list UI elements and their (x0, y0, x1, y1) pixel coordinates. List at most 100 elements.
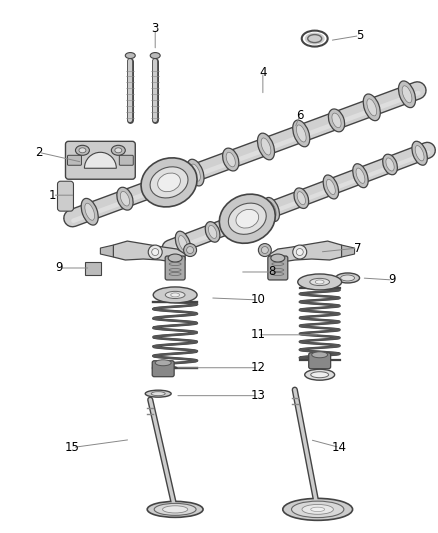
Ellipse shape (296, 248, 303, 255)
Ellipse shape (141, 158, 197, 207)
Ellipse shape (228, 203, 266, 235)
Ellipse shape (353, 164, 368, 188)
Text: 6: 6 (296, 109, 304, 122)
Ellipse shape (363, 94, 380, 120)
Ellipse shape (367, 99, 377, 116)
Ellipse shape (315, 280, 324, 284)
Ellipse shape (305, 369, 335, 380)
Ellipse shape (187, 247, 194, 254)
Ellipse shape (356, 168, 365, 183)
Ellipse shape (150, 53, 160, 59)
Ellipse shape (283, 498, 353, 520)
Polygon shape (100, 245, 113, 257)
Ellipse shape (154, 503, 196, 515)
Text: 7: 7 (354, 241, 361, 255)
Text: 13: 13 (251, 389, 265, 402)
Polygon shape (113, 241, 185, 262)
Ellipse shape (125, 53, 135, 59)
Ellipse shape (148, 245, 162, 259)
Ellipse shape (328, 109, 345, 132)
Ellipse shape (158, 173, 180, 192)
Ellipse shape (75, 146, 89, 155)
Ellipse shape (323, 175, 339, 199)
Ellipse shape (145, 390, 171, 397)
Ellipse shape (238, 213, 247, 228)
Ellipse shape (415, 146, 424, 161)
Ellipse shape (152, 248, 159, 255)
Ellipse shape (267, 202, 276, 217)
Ellipse shape (147, 502, 203, 518)
Ellipse shape (171, 293, 180, 297)
Ellipse shape (402, 86, 412, 103)
Text: 5: 5 (356, 29, 363, 42)
Text: 11: 11 (251, 328, 265, 341)
Ellipse shape (292, 501, 344, 518)
Text: 15: 15 (65, 441, 80, 454)
Ellipse shape (258, 133, 275, 160)
Ellipse shape (258, 244, 271, 256)
Ellipse shape (81, 198, 98, 225)
Ellipse shape (155, 177, 165, 194)
Ellipse shape (153, 287, 197, 303)
Ellipse shape (341, 275, 355, 281)
Text: 2: 2 (35, 146, 42, 159)
FancyBboxPatch shape (165, 256, 185, 280)
Ellipse shape (165, 292, 185, 298)
Ellipse shape (399, 81, 416, 108)
Text: 10: 10 (251, 293, 265, 306)
FancyBboxPatch shape (57, 181, 74, 211)
Text: 9: 9 (55, 262, 62, 274)
Ellipse shape (205, 222, 220, 242)
Ellipse shape (179, 236, 187, 251)
Ellipse shape (184, 244, 197, 256)
Ellipse shape (386, 158, 394, 171)
Ellipse shape (294, 188, 309, 208)
Ellipse shape (219, 194, 275, 243)
Ellipse shape (79, 148, 86, 153)
Ellipse shape (297, 192, 305, 205)
Ellipse shape (261, 138, 271, 155)
Ellipse shape (332, 113, 341, 128)
Ellipse shape (311, 507, 325, 512)
Ellipse shape (85, 203, 95, 220)
Text: 14: 14 (332, 441, 347, 454)
Ellipse shape (311, 372, 328, 378)
Bar (85, 262, 101, 275)
FancyBboxPatch shape (66, 141, 135, 179)
Ellipse shape (162, 506, 188, 513)
Ellipse shape (293, 120, 310, 147)
Ellipse shape (302, 504, 333, 514)
Ellipse shape (234, 209, 250, 233)
Wedge shape (85, 152, 117, 168)
Text: 9: 9 (389, 273, 396, 286)
Ellipse shape (236, 209, 259, 228)
Ellipse shape (326, 179, 336, 195)
Text: 3: 3 (152, 22, 159, 35)
Ellipse shape (305, 33, 325, 45)
Ellipse shape (226, 152, 235, 167)
Ellipse shape (111, 146, 125, 155)
Ellipse shape (117, 187, 133, 210)
Ellipse shape (271, 254, 285, 262)
Text: 12: 12 (251, 361, 265, 374)
Ellipse shape (310, 278, 329, 286)
Ellipse shape (155, 360, 171, 366)
Ellipse shape (223, 148, 239, 171)
FancyBboxPatch shape (152, 361, 174, 377)
FancyBboxPatch shape (119, 155, 133, 165)
Ellipse shape (336, 273, 360, 283)
Ellipse shape (412, 141, 427, 165)
Ellipse shape (383, 154, 397, 175)
FancyBboxPatch shape (309, 353, 331, 369)
Ellipse shape (264, 197, 279, 221)
FancyBboxPatch shape (268, 256, 288, 280)
Ellipse shape (261, 247, 268, 254)
Ellipse shape (208, 225, 217, 238)
Ellipse shape (293, 245, 307, 259)
Ellipse shape (115, 148, 122, 153)
Ellipse shape (151, 392, 165, 395)
Polygon shape (270, 241, 342, 262)
Ellipse shape (152, 172, 169, 199)
Text: 4: 4 (259, 66, 267, 79)
Ellipse shape (150, 167, 188, 198)
